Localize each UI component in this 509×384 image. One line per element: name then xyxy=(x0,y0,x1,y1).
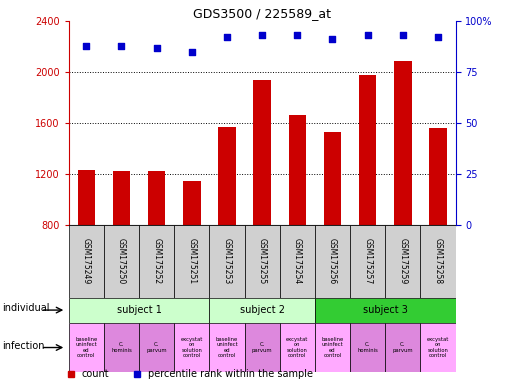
Text: excystat
on
solution
control: excystat on solution control xyxy=(286,337,308,358)
Text: GSM175254: GSM175254 xyxy=(293,238,302,284)
Text: GSM175258: GSM175258 xyxy=(434,238,442,284)
Text: infection: infection xyxy=(3,341,45,351)
Bar xyxy=(244,323,280,372)
Text: baseline
uninfect
ed
control: baseline uninfect ed control xyxy=(75,337,97,358)
Bar xyxy=(289,115,306,225)
Bar xyxy=(209,298,315,323)
Bar xyxy=(218,127,236,225)
Text: subject 1: subject 1 xyxy=(117,305,161,315)
Text: GSM175256: GSM175256 xyxy=(328,238,337,284)
Text: GSM175251: GSM175251 xyxy=(187,238,196,284)
Bar xyxy=(139,225,174,298)
Text: baseline
uninfect
ed
control: baseline uninfect ed control xyxy=(216,337,238,358)
Text: excystat
on
solution
control: excystat on solution control xyxy=(427,337,449,358)
Bar xyxy=(385,323,420,372)
Bar xyxy=(183,181,201,225)
Point xyxy=(363,32,372,38)
Bar xyxy=(280,323,315,372)
Text: GSM175259: GSM175259 xyxy=(399,238,407,284)
Point xyxy=(434,34,442,40)
Text: percentile rank within the sample: percentile rank within the sample xyxy=(148,369,313,379)
Text: GSM175253: GSM175253 xyxy=(222,238,232,284)
Bar xyxy=(359,74,377,225)
Bar xyxy=(350,323,385,372)
Point xyxy=(82,43,91,49)
Text: GSM175257: GSM175257 xyxy=(363,238,372,284)
Point xyxy=(399,32,407,38)
Point xyxy=(118,43,126,49)
Bar xyxy=(174,323,209,372)
Bar xyxy=(324,132,341,225)
Bar xyxy=(244,225,280,298)
Point xyxy=(153,45,161,51)
Text: C.
hominis: C. hominis xyxy=(357,342,378,353)
Title: GDS3500 / 225589_at: GDS3500 / 225589_at xyxy=(193,7,331,20)
Bar xyxy=(104,323,139,372)
Text: baseline
uninfect
ed
control: baseline uninfect ed control xyxy=(321,337,344,358)
Bar xyxy=(350,225,385,298)
Bar xyxy=(104,225,139,298)
Bar xyxy=(394,61,412,225)
Point xyxy=(258,32,266,38)
Bar xyxy=(429,128,447,225)
Text: GSM175250: GSM175250 xyxy=(117,238,126,284)
Text: GSM175249: GSM175249 xyxy=(82,238,91,284)
Bar xyxy=(69,323,104,372)
Text: subject 2: subject 2 xyxy=(240,305,285,315)
Bar xyxy=(69,298,209,323)
Bar xyxy=(315,298,456,323)
Text: C.
hominis: C. hominis xyxy=(111,342,132,353)
Point xyxy=(223,34,231,40)
Bar xyxy=(209,225,244,298)
Bar xyxy=(209,323,244,372)
Text: excystat
on
solution
control: excystat on solution control xyxy=(181,337,203,358)
Bar xyxy=(253,79,271,225)
Bar xyxy=(420,323,456,372)
Bar xyxy=(148,171,165,225)
Bar xyxy=(112,171,130,225)
Text: GSM175252: GSM175252 xyxy=(152,238,161,284)
Point xyxy=(328,36,336,43)
Point xyxy=(188,49,196,55)
Bar xyxy=(139,323,174,372)
Bar xyxy=(420,225,456,298)
Bar xyxy=(315,323,350,372)
Bar xyxy=(77,170,95,225)
Bar xyxy=(280,225,315,298)
Text: C.
parvum: C. parvum xyxy=(392,342,413,353)
Point xyxy=(293,32,301,38)
Text: subject 3: subject 3 xyxy=(363,305,408,315)
Text: individual: individual xyxy=(3,303,50,313)
Bar xyxy=(315,225,350,298)
Bar xyxy=(69,225,104,298)
Text: C.
parvum: C. parvum xyxy=(252,342,272,353)
Text: count: count xyxy=(81,369,109,379)
Text: GSM175255: GSM175255 xyxy=(258,238,267,284)
Bar xyxy=(385,225,420,298)
Text: C.
parvum: C. parvum xyxy=(146,342,167,353)
Bar xyxy=(174,225,209,298)
